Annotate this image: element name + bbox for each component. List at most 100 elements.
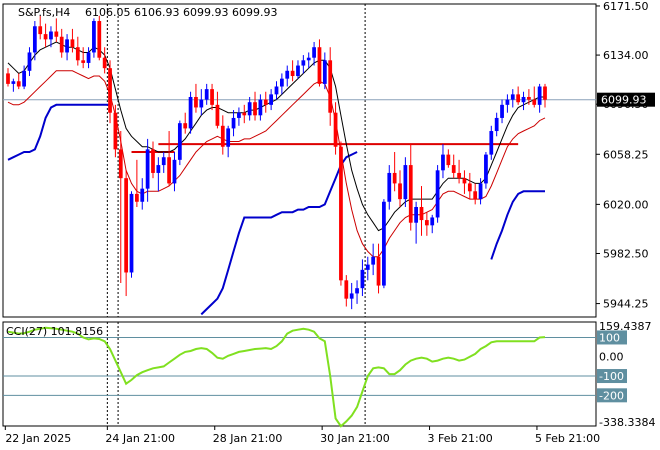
candle-body-down bbox=[398, 183, 402, 200]
price-y-tick-label: 6171.50 bbox=[603, 0, 649, 13]
candle-body-down bbox=[451, 165, 456, 173]
candle-body-up bbox=[226, 128, 231, 147]
candle-body-down bbox=[102, 57, 107, 69]
candle-body-up bbox=[430, 217, 435, 226]
candle-body-up bbox=[247, 102, 252, 116]
x-tick-label: 30 Jan 21:00 bbox=[320, 432, 390, 445]
candle-body-up bbox=[269, 94, 274, 105]
lower-band-line bbox=[490, 190, 545, 260]
current-price-label: 6099.93 bbox=[601, 94, 647, 107]
candle-body-down bbox=[220, 125, 225, 147]
cci-y-tick-label: -338.3384 bbox=[599, 416, 655, 429]
candle-body-up bbox=[204, 89, 209, 100]
candle-body-up bbox=[505, 99, 510, 105]
symbol-label: S&P.fs,H4 bbox=[18, 6, 70, 19]
candle-body-up bbox=[86, 52, 91, 63]
candle-body-down bbox=[527, 96, 531, 100]
candle-body-down bbox=[16, 81, 21, 87]
candle-body-up bbox=[382, 201, 386, 286]
price-y-tick-label: 5982.50 bbox=[603, 247, 649, 260]
x-tick-label: 22 Jan 2025 bbox=[5, 432, 71, 445]
cci-y-tick-label: -200 bbox=[599, 389, 624, 402]
x-tick-label: 24 Jan 21:00 bbox=[105, 432, 175, 445]
candle-body-up bbox=[322, 60, 327, 84]
candle-body-up bbox=[231, 117, 236, 129]
candle-body-down bbox=[215, 104, 220, 126]
price-y-tick-label: 6058.25 bbox=[603, 148, 649, 161]
cci-y-tick-label: 159.4387 bbox=[599, 320, 652, 333]
x-tick-label: 3 Feb 21:00 bbox=[428, 432, 493, 445]
candle-body-up bbox=[371, 256, 376, 265]
candle-body-down bbox=[124, 178, 129, 273]
candle-body-down bbox=[97, 21, 102, 58]
candle-body-down bbox=[392, 172, 397, 184]
slow-ma-line bbox=[7, 70, 546, 258]
candle-body-up bbox=[306, 57, 311, 61]
candle-body-up bbox=[172, 159, 177, 184]
candle-body-up bbox=[414, 206, 418, 223]
candle-body-down bbox=[253, 102, 257, 116]
candle-body-up bbox=[188, 96, 193, 129]
candle-body-up bbox=[32, 26, 37, 53]
candle-body-down bbox=[290, 70, 295, 77]
candle-body-up bbox=[441, 154, 445, 171]
price-panel: 6171.506134.006096.506058.256020.005982.… bbox=[2, 0, 655, 318]
candle-body-up bbox=[49, 31, 53, 40]
lower-band-line bbox=[200, 151, 358, 316]
candle-body-down bbox=[344, 280, 349, 299]
fast-ma-line bbox=[7, 41, 545, 232]
candle-body-down bbox=[532, 99, 537, 105]
ohlc-readout: 6106.05 6106.93 6099.93 6099.93 bbox=[85, 6, 277, 19]
candle-body-down bbox=[6, 73, 10, 84]
x-tick-label: 5 Feb 21:00 bbox=[535, 432, 600, 445]
cci-line bbox=[7, 326, 546, 428]
cci-panel-frame bbox=[2, 321, 597, 427]
candle-body-down bbox=[210, 89, 214, 105]
candle-body-up bbox=[360, 269, 365, 289]
candle-body-down bbox=[43, 34, 48, 40]
candle-body-down bbox=[167, 157, 171, 184]
candle-body-up bbox=[403, 165, 408, 200]
candle-body-down bbox=[194, 96, 198, 108]
candle-body-down bbox=[339, 146, 343, 281]
candle-body-up bbox=[145, 149, 150, 189]
candle-body-up bbox=[129, 193, 134, 273]
candle-body-up bbox=[156, 165, 161, 173]
candle-body-up bbox=[478, 183, 483, 200]
price-y-tick-label: 6020.00 bbox=[603, 198, 649, 211]
cci-level-badge bbox=[597, 369, 627, 384]
candle-body-down bbox=[457, 172, 461, 179]
candle-body-down bbox=[183, 123, 188, 129]
candle-body-down bbox=[408, 165, 413, 223]
candle-body-up bbox=[279, 78, 284, 87]
cci-level-badge bbox=[597, 388, 627, 403]
x-tick-label: 28 Jan 21:00 bbox=[213, 432, 283, 445]
candle-body-down bbox=[376, 256, 381, 286]
candle-body-down bbox=[328, 60, 333, 113]
cci-y-tick-label: 0.00 bbox=[599, 351, 624, 364]
candle-body-up bbox=[237, 112, 241, 118]
candle-body-up bbox=[161, 157, 166, 166]
candle-body-down bbox=[118, 149, 123, 179]
candle-body-down bbox=[263, 99, 268, 105]
candle-body-down bbox=[462, 178, 467, 184]
candle-body-down bbox=[81, 60, 86, 63]
candle-body-down bbox=[38, 26, 43, 35]
candle-body-up bbox=[484, 154, 488, 184]
cci-title: CCI(27) 101.8156 bbox=[6, 325, 103, 338]
lower-band-line bbox=[7, 103, 110, 161]
candle-body-up bbox=[27, 52, 32, 71]
candle-body-up bbox=[355, 288, 359, 294]
candle-body-down bbox=[54, 31, 59, 37]
candle-body-down bbox=[467, 183, 472, 192]
candle-body-down bbox=[473, 191, 478, 200]
candle-body-down bbox=[242, 112, 247, 116]
candle-body-up bbox=[537, 86, 542, 105]
candle-body-up bbox=[11, 81, 16, 84]
price-panel-frame bbox=[2, 3, 597, 318]
candle-body-up bbox=[500, 104, 504, 118]
candle-body-up bbox=[258, 99, 263, 116]
candle-body-down bbox=[543, 86, 547, 100]
